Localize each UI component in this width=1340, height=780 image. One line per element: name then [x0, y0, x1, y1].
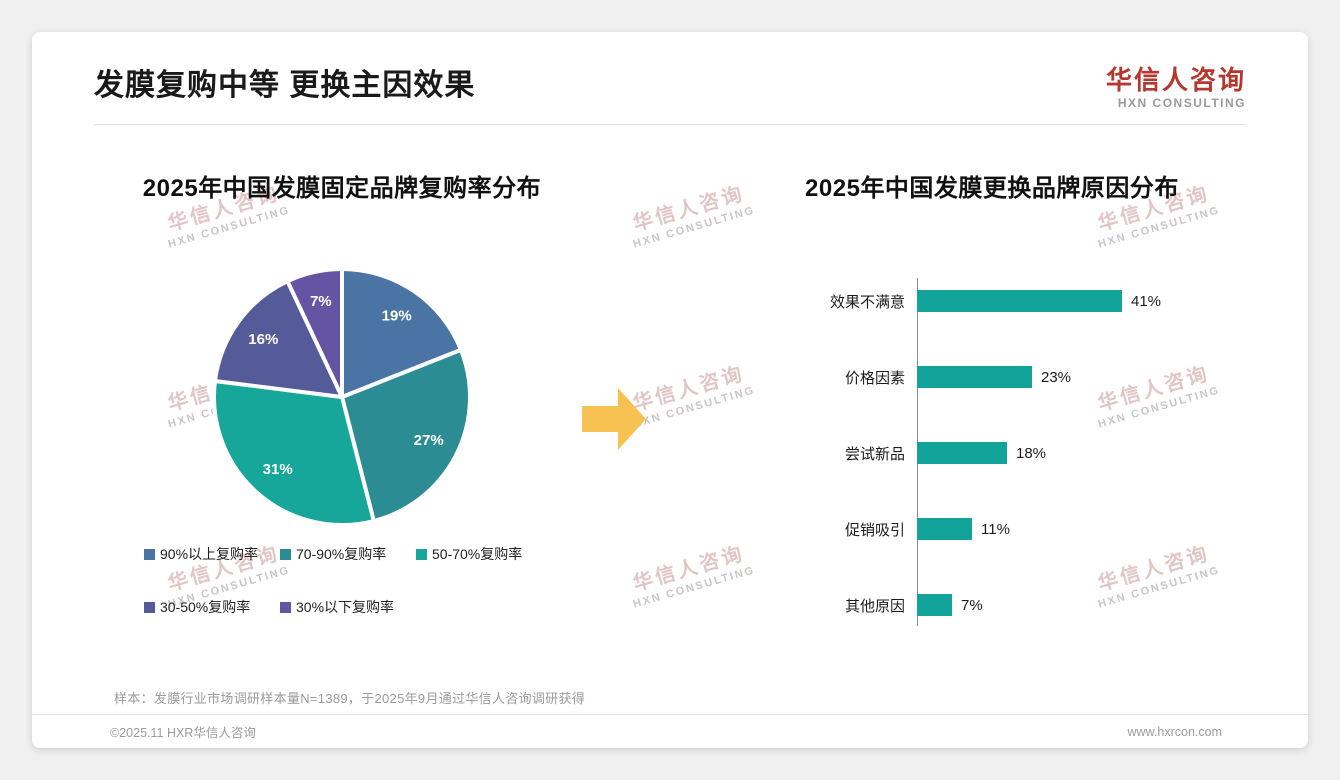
pie-slice: [340, 347, 472, 523]
legend-row: 90%以上复购率 70-90%复购率 50-70%复购率: [144, 544, 604, 564]
bar: [917, 442, 1007, 464]
legend-item: 30%以下复购率: [280, 597, 416, 617]
bar-row: 价格因素 23%: [787, 366, 1277, 388]
legend-swatch: [144, 548, 155, 560]
legend-item: 50-70%复购率: [416, 544, 552, 564]
bar-category-label: 尝试新品: [844, 445, 905, 463]
legend-swatch: [280, 548, 291, 560]
bar-chart-title: 2025年中国发膜更换品牌原因分布: [805, 175, 1179, 202]
pie-slice-label: 7%: [310, 293, 332, 310]
legend-swatch: [416, 548, 427, 560]
slide-card: 华信人咨询 HXN CONSULTING 华信人咨询 HXN CONSULTING 华信…: [32, 32, 1308, 748]
bar: [917, 594, 952, 616]
bar-category-label: 效果不满意: [829, 293, 905, 311]
pie-legend: 90%以上复购率 70-90%复购率 50-70%复购率 30-50%复购率 30%以下…: [144, 544, 604, 650]
pie-slice-label: 31%: [263, 461, 293, 478]
pie-slice-label: 16%: [248, 331, 278, 348]
pie-slice: [285, 267, 344, 399]
legend-label: 30%以下复购率: [296, 599, 395, 615]
legend-item: 90%以上复购率: [144, 544, 280, 564]
legend-label: 90%以上复购率: [160, 546, 259, 562]
bar: [917, 366, 1032, 388]
bar-value-label: 7%: [961, 596, 983, 614]
brand-logo-name: 华信人咨询: [1105, 65, 1246, 95]
legend-label: 50-70%复购率: [432, 546, 523, 562]
slide-content: 发膜复购中等 更换主因效果 华信人咨询 HXN CONSULTING 2025年…: [32, 32, 1308, 748]
bar-row: 效果不满意 41%: [787, 290, 1277, 312]
bar-category-label: 促销吸引: [844, 521, 905, 539]
bar-row: 促销吸引 11%: [787, 518, 1277, 540]
legend-label: 70-90%复购率: [296, 546, 387, 562]
bar: [917, 290, 1122, 312]
legend-label: 30-50%复购率: [160, 599, 251, 615]
sample-note: 样本：发膜行业市场调研样本量N=1389，于2025年9月通过华信人咨询调研获得: [114, 691, 586, 706]
bar-chart: 效果不满意 41% 价格因素 23% 尝试新品 18% 促销吸引 11% 其他原因 7%: [787, 290, 1277, 670]
bar-row: 尝试新品 18%: [787, 442, 1277, 464]
bar-category-label: 其他原因: [844, 597, 905, 615]
bar-value-label: 18%: [1016, 444, 1047, 462]
bar-category-label: 价格因素: [844, 369, 905, 387]
legend-item: 30-50%复购率: [144, 597, 280, 617]
legend-swatch: [144, 601, 155, 613]
page-title: 发膜复购中等 更换主因效果: [94, 69, 476, 102]
pie-slice: [213, 279, 344, 399]
bar-value-label: 11%: [981, 520, 1010, 538]
bar-value-label: 23%: [1041, 368, 1072, 386]
brand-logo: 华信人咨询 HXN CONSULTING: [1106, 66, 1246, 110]
copyright-text: ©2025.11 HXR华信人咨询: [110, 726, 256, 740]
pie-slice: [212, 379, 376, 527]
legend-row: 30-50%复购率 30%以下复购率: [144, 597, 604, 617]
legend-swatch: [280, 601, 291, 613]
pie-chart-title: 2025年中国发膜固定品牌复购率分布: [142, 175, 542, 202]
legend-item: 70-90%复购率: [280, 544, 416, 564]
bar-value-label: 41%: [1131, 292, 1162, 310]
bar-row: 其他原因 7%: [787, 594, 1277, 616]
header: 发膜复购中等 更换主因效果 华信人咨询 HXN CONSULTING: [94, 66, 1246, 125]
pie-slice-label: 19%: [382, 307, 412, 324]
bar: [917, 518, 972, 540]
pie-slice: [340, 267, 463, 399]
website-url: www.hxrcon.com: [1127, 724, 1222, 739]
pie-chart: 19% 27% 31% 16% 7%: [212, 267, 472, 527]
footer: ©2025.11 HXR华信人咨询 www.hxrcon.com: [32, 714, 1308, 748]
brand-logo-tagline: HXN CONSULTING: [1117, 96, 1246, 110]
arrow-right-icon: [582, 386, 646, 452]
pie-slice-label: 27%: [414, 432, 444, 449]
